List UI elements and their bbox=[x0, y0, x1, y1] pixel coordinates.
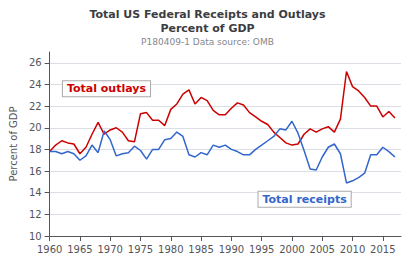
svg-text:1980: 1980 bbox=[158, 244, 183, 255]
svg-text:24: 24 bbox=[29, 79, 42, 90]
svg-text:P180409-1 Data source: OMB: P180409-1 Data source: OMB bbox=[141, 37, 274, 47]
svg-text:2015: 2015 bbox=[370, 244, 395, 255]
svg-text:1985: 1985 bbox=[188, 244, 213, 255]
svg-text:1990: 1990 bbox=[219, 244, 244, 255]
svg-text:18: 18 bbox=[29, 144, 42, 155]
svg-text:Total US Federal Receipts and: Total US Federal Receipts and Outlays bbox=[89, 8, 325, 21]
svg-text:1995: 1995 bbox=[249, 244, 274, 255]
svg-text:20: 20 bbox=[29, 122, 42, 133]
svg-text:16: 16 bbox=[29, 166, 42, 177]
svg-text:1975: 1975 bbox=[128, 244, 153, 255]
svg-text:10: 10 bbox=[29, 231, 42, 242]
svg-text:Total outlays: Total outlays bbox=[67, 82, 147, 95]
svg-text:1970: 1970 bbox=[97, 244, 122, 255]
svg-text:Percent of GDP: Percent of GDP bbox=[160, 22, 254, 35]
svg-text:2010: 2010 bbox=[340, 244, 365, 255]
svg-text:26: 26 bbox=[29, 57, 42, 68]
svg-text:22: 22 bbox=[29, 101, 42, 112]
svg-text:1965: 1965 bbox=[67, 244, 92, 255]
svg-text:Percent of GDP: Percent of GDP bbox=[8, 106, 19, 181]
svg-text:14: 14 bbox=[29, 187, 42, 198]
svg-text:2005: 2005 bbox=[310, 244, 335, 255]
svg-text:2000: 2000 bbox=[279, 244, 304, 255]
svg-text:12: 12 bbox=[29, 209, 42, 220]
svg-text:Total receipts: Total receipts bbox=[263, 193, 348, 206]
svg-text:1960: 1960 bbox=[37, 244, 62, 255]
